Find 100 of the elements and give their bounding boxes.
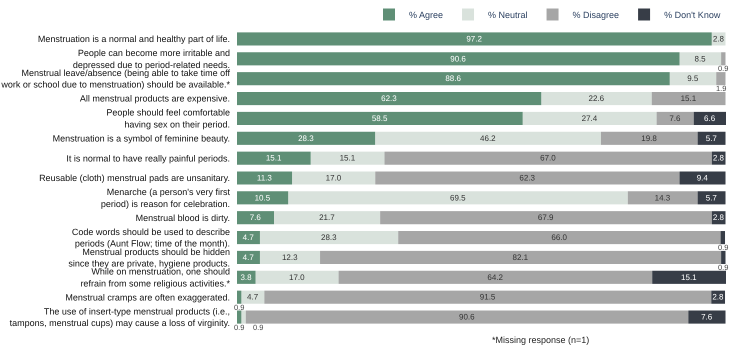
bar	[237, 191, 288, 204]
data-label: 10.5	[254, 193, 271, 202]
bar	[237, 132, 376, 145]
data-label: 2.8	[712, 292, 724, 302]
legend-label: % Don't Know	[664, 10, 721, 20]
bar	[237, 250, 260, 264]
bar	[384, 152, 712, 165]
data-label: 4.7	[242, 233, 254, 242]
data-label: 67.9	[538, 213, 554, 222]
data-label: 66.0	[551, 233, 568, 242]
data-label: 15.1	[266, 154, 282, 163]
bar	[720, 231, 726, 244]
data-label: 19.8	[641, 134, 658, 143]
text: *Missing response (n=1)	[492, 335, 590, 345]
data-label: 4.7	[247, 292, 259, 302]
data-label: 7.6	[669, 114, 682, 123]
bar	[237, 171, 292, 185]
data-label: 67.0	[540, 154, 556, 163]
y-tick-label: Menstruation is a symbol of feminine beauty.	[52, 133, 230, 144]
legend-label: % Agree	[409, 10, 444, 20]
bar	[260, 231, 398, 244]
data-label: 58.5	[372, 114, 388, 123]
data-label: 7.6	[701, 312, 713, 322]
data-label: 90.6	[450, 54, 466, 64]
bar	[694, 112, 726, 125]
y-tick-label: Menstruation is a normal and healthy part of life.	[38, 34, 230, 44]
y-tick-label: Menarche (a person's very first period) is reason for celebration.	[100, 187, 230, 209]
bar	[264, 290, 712, 304]
data-label: 64.2	[487, 272, 504, 282]
y-tick-label: Reusable (cloth) menstrual pads are unsanitary.	[39, 173, 230, 184]
legend-label: % Neutral	[488, 10, 528, 20]
bar	[680, 171, 726, 185]
data-label: 69.5	[450, 193, 466, 202]
data-label: 15.1	[340, 154, 356, 163]
data-label: 17.0	[289, 272, 306, 282]
bar	[274, 211, 380, 224]
bar	[237, 231, 260, 244]
bar	[652, 92, 726, 106]
data-label: 14.3	[654, 193, 671, 202]
data-label: 9.4	[696, 174, 708, 182]
bar	[237, 112, 523, 125]
data-label: 62.3	[381, 94, 398, 104]
bar	[237, 52, 680, 66]
y-tick-label: All menstrual products are expensive.	[80, 94, 230, 104]
data-label: 9.5	[687, 74, 699, 84]
bar	[241, 290, 264, 304]
data-label: 27.4	[582, 114, 598, 123]
bar	[237, 211, 274, 224]
y-tick-label: Menstrual blood is dirty.	[136, 212, 230, 223]
data-label: 8.5	[694, 54, 706, 64]
bar	[237, 310, 242, 324]
bar	[237, 290, 242, 304]
data-label: 6.6	[704, 114, 716, 123]
bar	[292, 171, 376, 185]
bar	[522, 112, 657, 125]
y-tick-label: Menstrual cramps are often exaggerated.	[65, 292, 230, 302]
data-label: 82.1	[512, 252, 529, 262]
data-label: 62.3	[519, 174, 536, 182]
data-label: 15.1	[680, 94, 697, 104]
bar	[380, 211, 712, 224]
data-label: 5.7	[706, 193, 718, 202]
data-label: 91.5	[480, 292, 496, 302]
bar	[310, 152, 385, 165]
data-label: 12.3	[282, 252, 298, 262]
legend-label: % Disagree	[572, 10, 620, 20]
bar	[237, 152, 311, 165]
bar	[246, 310, 688, 324]
bar	[698, 132, 726, 145]
bar	[716, 72, 726, 86]
data-label: 90.6	[459, 312, 476, 322]
bar	[375, 171, 680, 185]
data-label: 7.6	[250, 213, 262, 222]
bar	[320, 250, 722, 264]
bar	[260, 250, 320, 264]
bar	[600, 132, 698, 145]
data-label: 2.8	[712, 154, 725, 163]
bar	[670, 72, 716, 86]
data-label: 22.6	[588, 94, 605, 104]
data-label: 21.7	[319, 213, 336, 222]
y-tick-label: It is normal to have really painful periods.	[66, 153, 230, 164]
data-label: 3.8	[240, 272, 252, 282]
bar	[680, 52, 722, 66]
data-label: 46.2	[480, 134, 496, 143]
bar	[241, 310, 246, 324]
bar	[237, 92, 542, 106]
data-label: 4.7	[242, 252, 254, 262]
data-label: 28.3	[298, 134, 314, 143]
data-label: 5.7	[706, 134, 718, 143]
bar	[698, 191, 726, 204]
y-tick-label: Code words should be used to describe periods (Aunt Flow; time of the month).	[72, 226, 230, 249]
data-label: 28.3	[321, 233, 338, 242]
bar	[237, 72, 670, 86]
bar	[375, 132, 601, 145]
bar	[398, 231, 721, 244]
y-tick-label: People should feel comfortable having sex on their period.	[106, 108, 230, 130]
data-label: 88.6	[445, 74, 462, 84]
bar	[721, 250, 726, 264]
bar	[256, 270, 339, 284]
data-label: 2.8	[712, 213, 725, 222]
bar	[628, 191, 698, 204]
